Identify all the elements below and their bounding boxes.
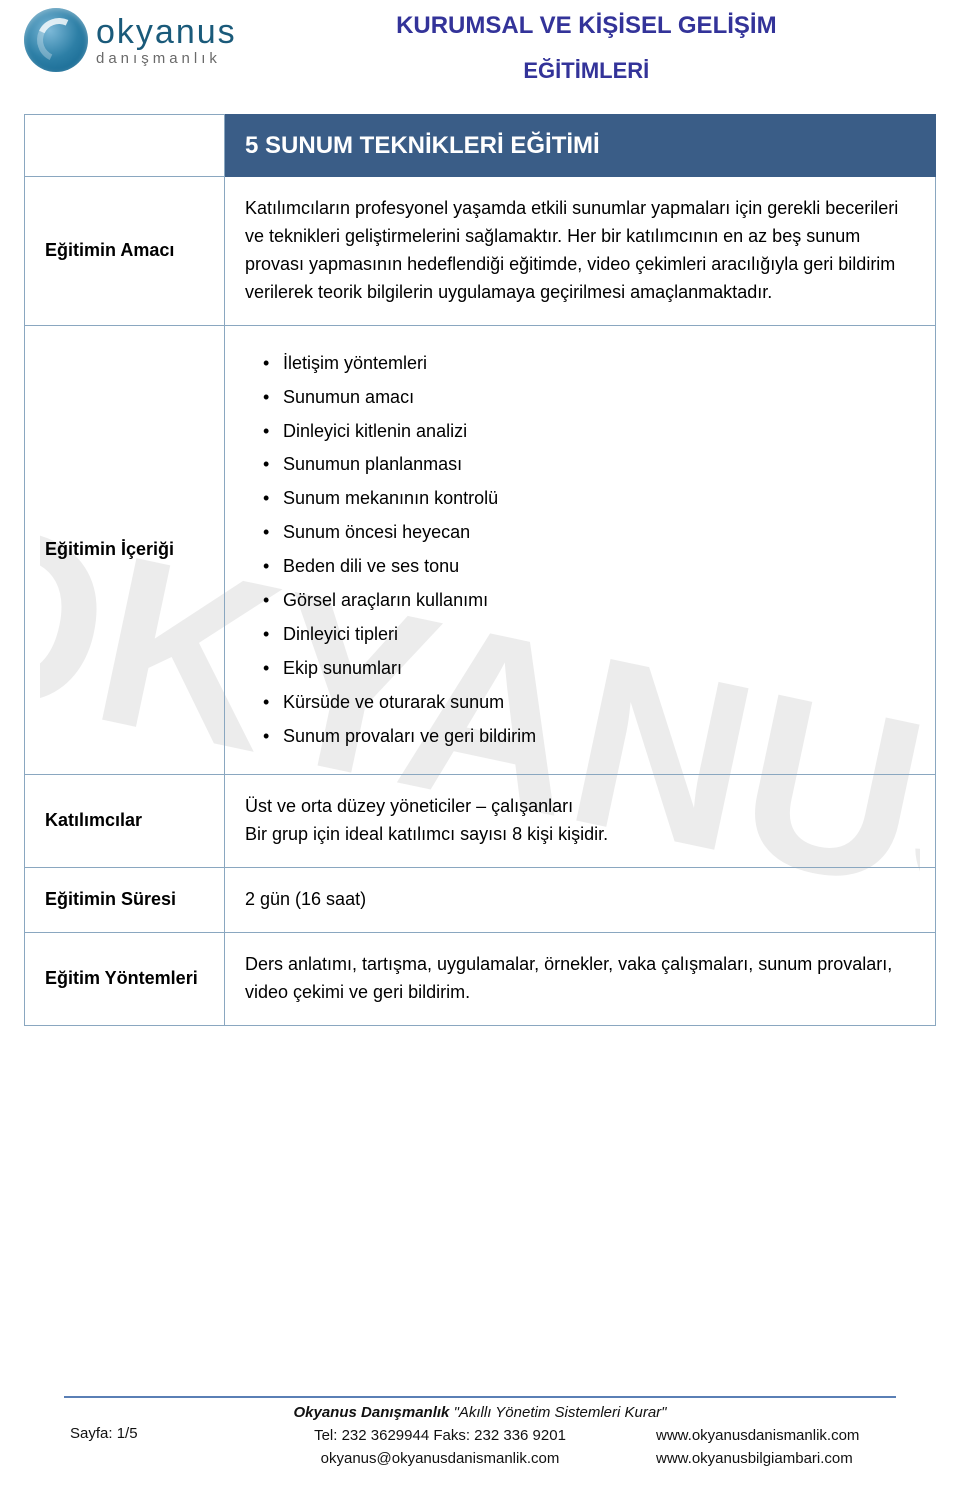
header-title-2: EĞİTİMLERİ — [237, 58, 936, 84]
icerik-item: Görsel araçların kullanımı — [263, 587, 915, 615]
row-icerik: Eğitimin İçeriği İletişim yöntemleri Sunu… — [25, 325, 936, 775]
course-table: 5 SUNUM TEKNİKLERİ EĞİTİMİ Eğitimin Amac… — [24, 114, 936, 1026]
footer-brand: Okyanus Danışmanlık — [293, 1404, 449, 1421]
label-amac: Eğitimin Amacı — [25, 177, 225, 326]
course-title-row: 5 SUNUM TEKNİKLERİ EĞİTİMİ — [25, 115, 936, 177]
footer-url1: www.okyanusdanismanlik.com — [656, 1425, 936, 1448]
header-title-1: KURUMSAL VE KİŞİSEL GELİŞİM — [237, 12, 936, 40]
text-yontem: Ders anlatımı, tartışma, uygulamalar, ör… — [225, 933, 936, 1026]
row-amac: Eğitimin Amacı Katılımcıların profesyone… — [25, 177, 936, 326]
footer-url2: www.okyanusbilgiambari.com — [656, 1448, 936, 1471]
label-yontem: Eğitim Yöntemleri — [25, 933, 225, 1026]
katilimcilar-line2: Bir grup için ideal katılımcı sayısı 8 k… — [245, 821, 915, 849]
brand-logo: okyanus danışmanlık — [24, 8, 237, 72]
footer-email: okyanus@okyanusdanismanlik.com — [224, 1448, 656, 1471]
text-sure: 2 gün (16 saat) — [225, 868, 936, 933]
text-amac: Katılımcıların profesyonel yaşamda etkil… — [225, 177, 936, 326]
row-yontem: Eğitim Yöntemleri Ders anlatımı, tartışm… — [25, 933, 936, 1026]
icerik-item: Dinleyici tipleri — [263, 621, 915, 649]
text-katilimcilar: Üst ve orta düzey yöneticiler – çalışanl… — [225, 775, 936, 868]
katilimcilar-line1: Üst ve orta düzey yöneticiler – çalışanl… — [245, 793, 915, 821]
course-title: 5 SUNUM TEKNİKLERİ EĞİTİMİ — [225, 115, 936, 177]
icerik-item: Dinleyici kitlenin analizi — [263, 418, 915, 446]
wave-icon — [24, 8, 88, 72]
footer-page: Sayfa: 1/5 — [70, 1425, 224, 1442]
label-katilimcilar: Katılımcılar — [25, 775, 225, 868]
logo-tagline-text: danışmanlık — [96, 51, 237, 66]
row-katilimcilar: Katılımcılar Üst ve orta düzey yöneticil… — [25, 775, 936, 868]
icerik-item: Beden dili ve ses tonu — [263, 553, 915, 581]
icerik-item: Sunum öncesi heyecan — [263, 519, 915, 547]
icerik-item: Ekip sunumları — [263, 655, 915, 683]
icerik-item: İletişim yöntemleri — [263, 350, 915, 378]
logo-brand-text: okyanus — [96, 15, 237, 49]
label-sure: Eğitimin Süresi — [25, 868, 225, 933]
page-footer: Okyanus Danışmanlık "Akıllı Yönetim Sist… — [0, 1396, 960, 1486]
icerik-item: Kürsüde ve oturarak sunum — [263, 689, 915, 717]
row-sure: Eğitimin Süresi 2 gün (16 saat) — [25, 868, 936, 933]
icerik-item: Sunum mekanının kontrolü — [263, 485, 915, 513]
footer-tel: Tel: 232 3629944 Faks: 232 336 9201 — [224, 1425, 656, 1448]
page-header: okyanus danışmanlık KURUMSAL VE KİŞİSEL … — [0, 0, 960, 84]
label-icerik: Eğitimin İçeriği — [25, 325, 225, 775]
icerik-item: Sunumun amacı — [263, 384, 915, 412]
icerik-item: Sunum provaları ve geri bildirim — [263, 723, 915, 751]
footer-tagline: "Akıllı Yönetim Sistemleri Kurar" — [454, 1404, 667, 1421]
icerik-item: Sunumun planlanması — [263, 451, 915, 479]
list-icerik: İletişim yöntemleri Sunumun amacı Dinleyic… — [225, 325, 936, 775]
